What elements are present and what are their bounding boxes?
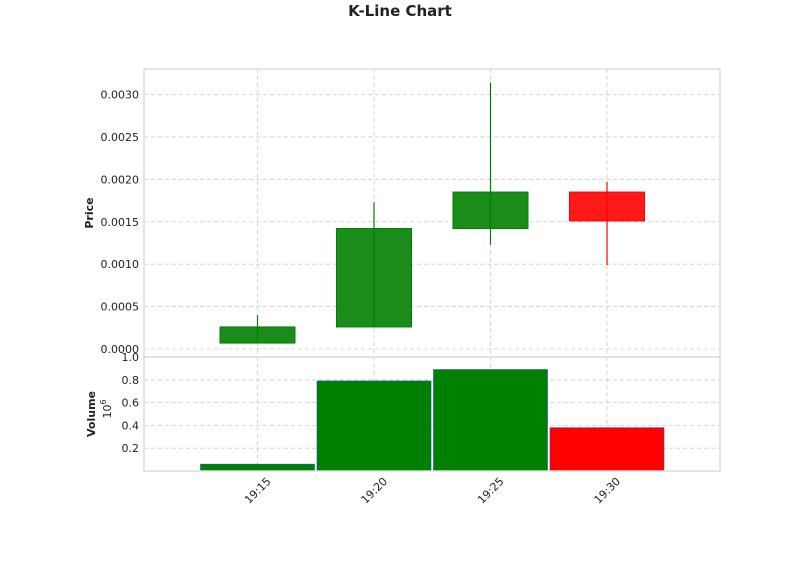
volume-bar (316, 380, 432, 472)
x-tick-label: 19:25 (475, 475, 507, 507)
volume-tick-label: 0.2 (122, 442, 140, 455)
x-tick-label: 19:15 (242, 475, 274, 507)
volume-panel-frame (143, 356, 721, 472)
candle (452, 82, 529, 245)
candles (219, 82, 645, 344)
candle-body (569, 191, 645, 222)
price-axis-label: Price (83, 197, 96, 228)
candle-body (336, 228, 412, 328)
svg-text:106: 106 (99, 399, 114, 418)
volume-scale-label: 106 (99, 399, 114, 418)
volume-tick-label: 0.8 (122, 374, 140, 387)
x-axis-ticks: 19:15 19:20 19:25 19:30 (242, 475, 623, 507)
price-y-ticks: 0.0000 0.0005 0.0010 0.0015 0.0020 0.0025 0.00… (101, 89, 140, 357)
candle-body (219, 326, 296, 344)
price-tick-label: 0.0020 (101, 173, 140, 186)
candle (219, 315, 296, 344)
volume-tick-label: 0.4 (122, 419, 140, 432)
price-tick-label: 0.0030 (101, 89, 140, 102)
price-tick-label: 0.0005 (101, 301, 140, 314)
candle (569, 181, 645, 266)
candle-body (452, 191, 529, 230)
volume-bar (549, 427, 665, 472)
volume-axis-label: Volume (85, 391, 98, 437)
price-tick-label: 0.0015 (101, 216, 140, 229)
volume-bars (200, 369, 665, 472)
volume-y-ticks: 0.2 0.4 0.6 0.8 1.0 (122, 351, 140, 455)
candle (336, 202, 412, 328)
price-tick-label: 0.0000 (101, 343, 140, 356)
chart-title: K-Line Chart (348, 2, 452, 20)
volume-tick-label: 0.6 (122, 397, 140, 410)
volume-scale-exponent: 6 (99, 399, 108, 404)
price-tick-label: 0.0010 (101, 258, 140, 271)
x-tick-label: 19:20 (359, 475, 391, 507)
price-tick-label: 0.0025 (101, 131, 140, 144)
x-tick-label: 19:30 (592, 475, 624, 507)
volume-tick-label: 1.0 (122, 351, 140, 364)
volume-bar (433, 369, 548, 472)
volume-scale-base: 10 (101, 405, 114, 419)
volume-bar (200, 463, 315, 472)
